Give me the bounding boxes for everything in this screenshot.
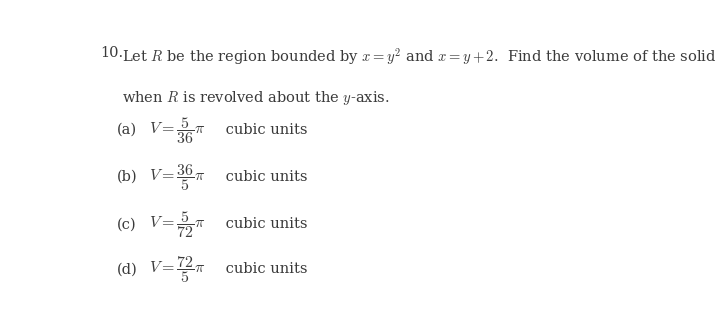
Text: (d): (d) [117, 262, 138, 276]
Text: $V = \dfrac{5}{36}\pi$: $V = \dfrac{5}{36}\pi$ [148, 115, 205, 146]
Text: (a): (a) [117, 123, 137, 137]
Text: cubic units: cubic units [221, 170, 307, 184]
Text: Let $R$ be the region bounded by $x = y^2$ and $x = y + 2$.  Find the volume of : Let $R$ be the region bounded by $x = y^… [122, 46, 720, 67]
Text: $V = \dfrac{5}{72}\pi$: $V = \dfrac{5}{72}\pi$ [148, 210, 205, 240]
Text: 10.: 10. [100, 46, 123, 60]
Text: $V = \dfrac{36}{5}\pi$: $V = \dfrac{36}{5}\pi$ [148, 162, 205, 193]
Text: cubic units: cubic units [221, 123, 307, 137]
Text: (c): (c) [117, 217, 136, 231]
Text: $V = \dfrac{72}{5}\pi$: $V = \dfrac{72}{5}\pi$ [148, 254, 205, 285]
Text: (b): (b) [117, 170, 138, 184]
Text: when $R$ is revolved about the $y$-axis.: when $R$ is revolved about the $y$-axis. [122, 89, 390, 107]
Text: cubic units: cubic units [221, 217, 307, 231]
Text: cubic units: cubic units [221, 262, 307, 276]
